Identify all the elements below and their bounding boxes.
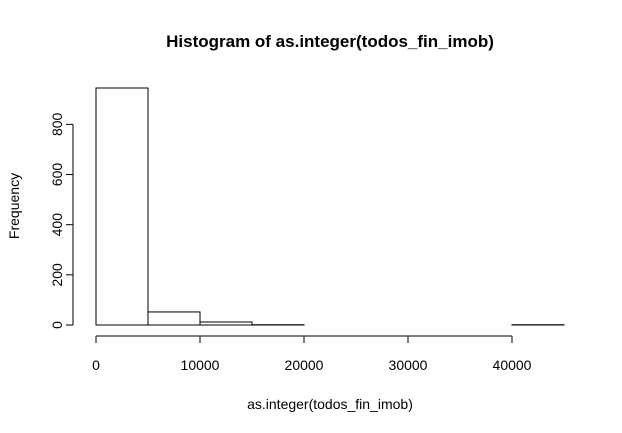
- chart-title: Histogram of as.integer(todos_fin_imob): [166, 32, 494, 51]
- bars-group: [95, 87, 565, 326]
- histogram-bar-2: [199, 321, 253, 326]
- y-tick-label: 0: [49, 321, 65, 329]
- histogram-bar-1: [147, 311, 201, 326]
- histogram-bar-0: [95, 87, 149, 326]
- x-tick-label: 30000: [389, 357, 428, 373]
- x-tick-label: 10000: [181, 357, 220, 373]
- y-tick-label: 800: [49, 112, 65, 136]
- y-tick-label: 200: [49, 263, 65, 287]
- x-tick-label: 20000: [285, 357, 324, 373]
- y-tick-label: 400: [49, 213, 65, 237]
- y-tick-label: 600: [49, 163, 65, 187]
- y-axis-label: Frequency: [6, 173, 22, 239]
- x-tick-label: 40000: [493, 357, 532, 373]
- x-axis-label: as.integer(todos_fin_imob): [247, 396, 413, 412]
- x-axis: 0 10000 20000 30000 40000: [92, 335, 532, 373]
- y-axis: 0 200 400 600 800: [49, 112, 74, 329]
- x-tick-label: 0: [92, 357, 100, 373]
